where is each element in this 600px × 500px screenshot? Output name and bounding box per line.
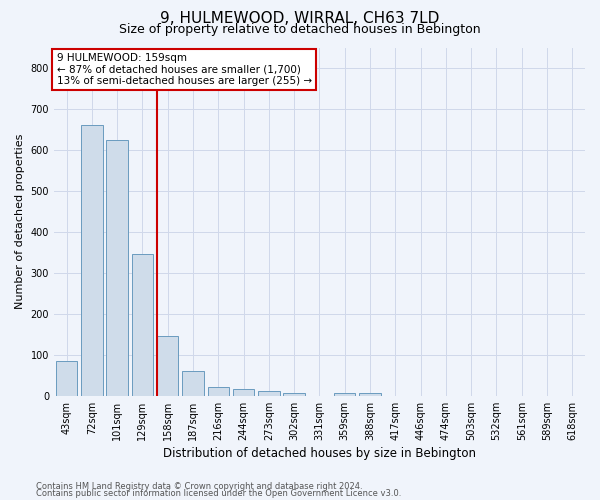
Bar: [56, 361, 77, 396]
X-axis label: Distribution of detached houses by size in Bebington: Distribution of detached houses by size …: [163, 447, 476, 460]
Bar: [131, 254, 153, 396]
Text: Size of property relative to detached houses in Bebington: Size of property relative to detached ho…: [119, 22, 481, 36]
Bar: [208, 387, 229, 396]
Bar: [157, 336, 178, 396]
Bar: [334, 392, 355, 396]
Bar: [182, 371, 204, 396]
Text: Contains public sector information licensed under the Open Government Licence v3: Contains public sector information licen…: [36, 490, 401, 498]
Text: 9 HULMEWOOD: 159sqm
← 87% of detached houses are smaller (1,700)
13% of semi-det: 9 HULMEWOOD: 159sqm ← 87% of detached ho…: [56, 52, 311, 86]
Bar: [258, 391, 280, 396]
Text: 9, HULMEWOOD, WIRRAL, CH63 7LD: 9, HULMEWOOD, WIRRAL, CH63 7LD: [160, 11, 440, 26]
Y-axis label: Number of detached properties: Number of detached properties: [15, 134, 25, 310]
Bar: [81, 126, 103, 396]
Bar: [106, 140, 128, 396]
Text: Contains HM Land Registry data © Crown copyright and database right 2024.: Contains HM Land Registry data © Crown c…: [36, 482, 362, 491]
Bar: [359, 392, 381, 396]
Bar: [233, 389, 254, 396]
Bar: [283, 392, 305, 396]
